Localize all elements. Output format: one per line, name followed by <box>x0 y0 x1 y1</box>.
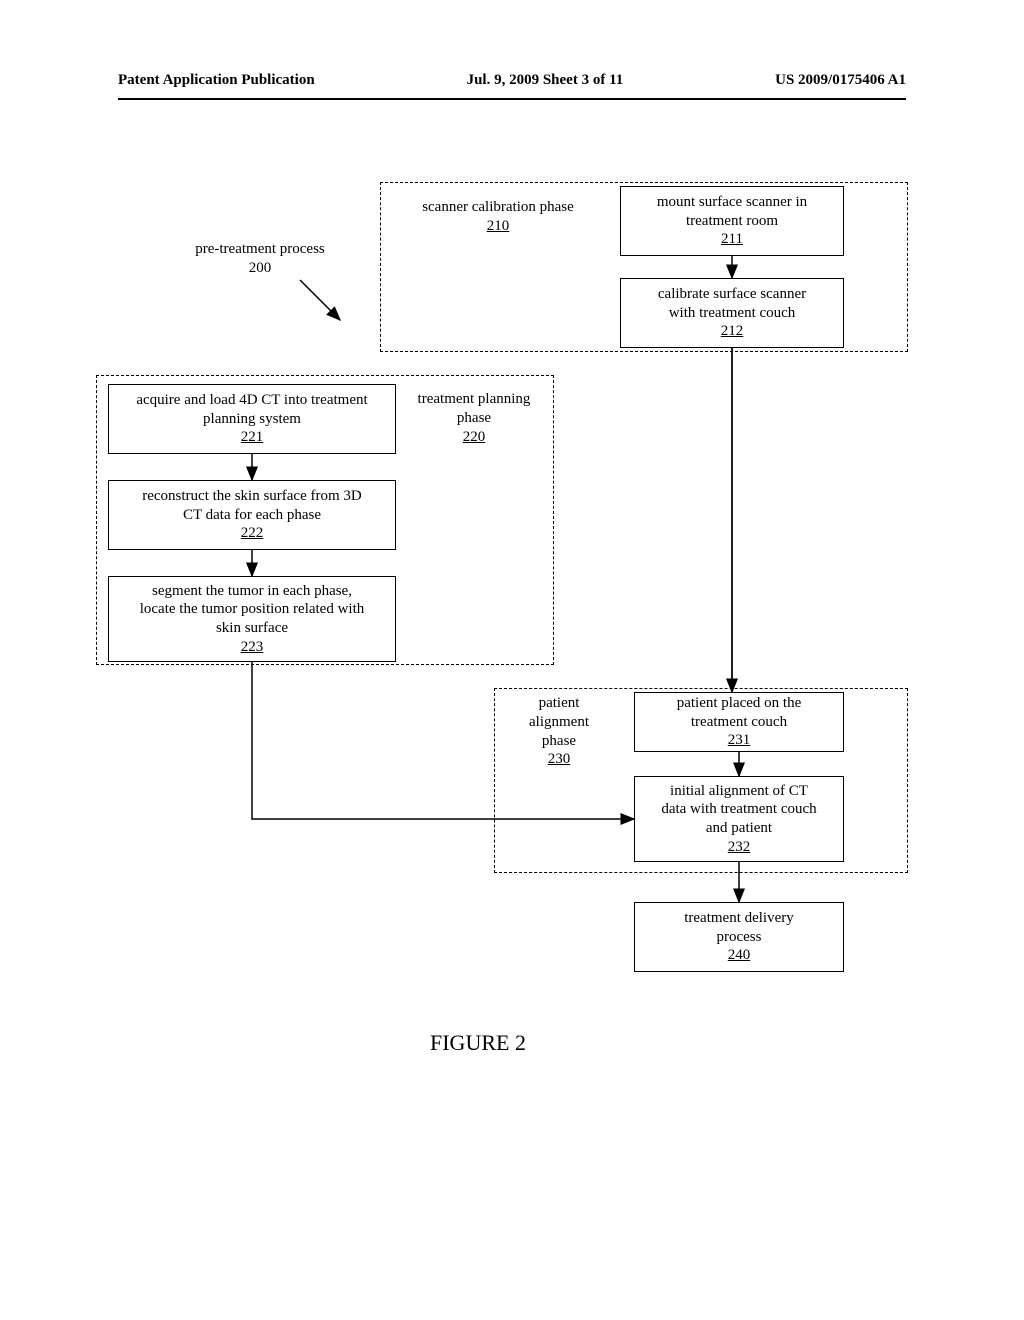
box-segment-tumor: segment the tumor in each phase, locate … <box>108 576 396 662</box>
box-line: treatment room <box>686 212 778 231</box>
box-ref: 223 <box>241 638 264 657</box>
header-rule <box>118 98 906 100</box>
box-line: CT data for each phase <box>183 506 321 525</box>
box-line: initial alignment of CT <box>670 782 808 801</box>
box-ref: 212 <box>721 322 744 341</box>
label-treatment-planning-phase: treatment planning phase 220 <box>404 390 544 446</box>
label-line: scanner calibration phase <box>398 198 598 217</box>
page: Patent Application Publication Jul. 9, 2… <box>0 0 1024 1320</box>
box-line: skin surface <box>216 619 288 638</box>
label-patient-alignment-phase: patient alignment phase 230 <box>504 694 614 769</box>
box-line: reconstruct the skin surface from 3D <box>142 487 362 506</box>
box-line: acquire and load 4D CT into treatment <box>136 391 367 410</box>
box-line: treatment couch <box>691 713 787 732</box>
box-initial-alignment: initial alignment of CT data with treatm… <box>634 776 844 862</box>
box-reconstruct-skin-surface: reconstruct the skin surface from 3D CT … <box>108 480 396 550</box>
header-right: US 2009/0175406 A1 <box>775 72 906 89</box>
box-line: and patient <box>706 819 772 838</box>
label-line: phase <box>504 732 614 751</box>
label-ref: 230 <box>504 750 614 769</box>
box-line: planning system <box>203 410 301 429</box>
box-mount-surface-scanner: mount surface scanner in treatment room … <box>620 186 844 256</box>
label-line: alignment <box>504 713 614 732</box>
box-treatment-delivery: treatment delivery process 240 <box>634 902 844 972</box>
box-line: locate the tumor position related with <box>140 600 365 619</box>
box-calibrate-surface-scanner: calibrate surface scanner with treatment… <box>620 278 844 348</box>
box-acquire-load-4d-ct: acquire and load 4D CT into treatment pl… <box>108 384 396 454</box>
box-ref: 240 <box>728 946 751 965</box>
label-ref: 220 <box>404 428 544 447</box>
label-pretreatment-process: pre-treatment process 200 <box>160 240 360 278</box>
box-patient-placed: patient placed on the treatment couch 23… <box>634 692 844 752</box>
box-line: process <box>717 928 762 947</box>
page-header: Patent Application Publication Jul. 9, 2… <box>0 72 1024 89</box>
figure-caption: FIGURE 2 <box>430 1030 526 1056</box>
box-ref: 221 <box>241 428 264 447</box>
box-line: patient placed on the <box>677 694 802 713</box>
box-line: with treatment couch <box>669 304 796 323</box>
label-line: patient <box>504 694 614 713</box>
header-center: Jul. 9, 2009 Sheet 3 of 11 <box>467 72 624 89</box>
box-line: mount surface scanner in <box>657 193 807 212</box>
label-line: treatment planning <box>404 390 544 409</box>
label-line: phase <box>404 409 544 428</box>
box-ref: 232 <box>728 838 751 857</box>
box-line: data with treatment couch <box>661 800 816 819</box>
box-line: calibrate surface scanner <box>658 285 806 304</box>
box-line: segment the tumor in each phase, <box>152 582 352 601</box>
box-line: treatment delivery <box>684 909 794 928</box>
box-ref: 222 <box>241 524 264 543</box>
label-scanner-calibration-phase: scanner calibration phase 210 <box>398 198 598 236</box>
label-line: pre-treatment process <box>160 240 360 259</box>
label-ref: 210 <box>398 217 598 236</box>
box-ref: 211 <box>721 230 743 249</box>
header-left: Patent Application Publication <box>118 72 315 89</box>
label-ref: 200 <box>160 259 360 278</box>
box-ref: 231 <box>728 731 751 750</box>
